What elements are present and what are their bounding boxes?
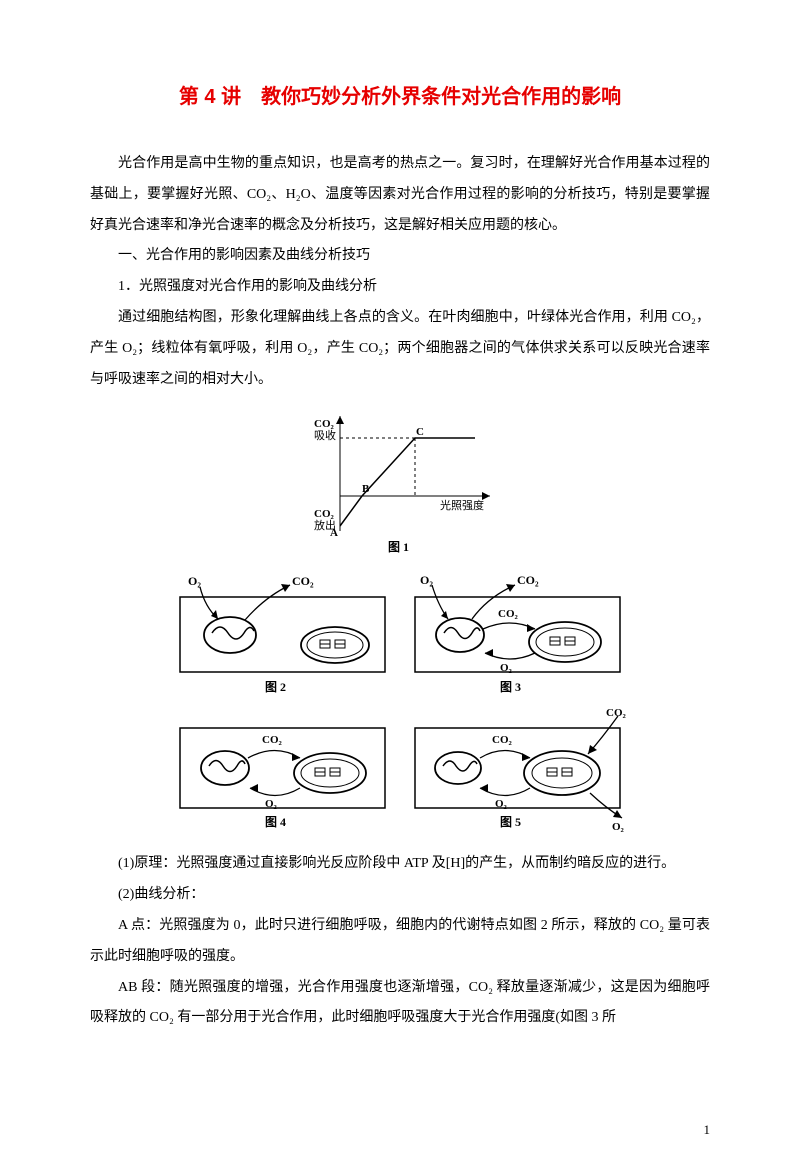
- fig4-o2: O₂: [265, 798, 278, 810]
- curve-explain-paragraph: 通过细胞结构图，形象化理解曲线上各点的含义。在叶肉细胞中，叶绿体光合作用，利用 …: [90, 303, 710, 395]
- section-1-heading: 一、光合作用的影响因素及曲线分析技巧: [90, 241, 710, 272]
- page-number: 1: [704, 1122, 711, 1138]
- fig3-co2-int: CO₂: [498, 608, 519, 620]
- figure-1: CO₂ 吸收 CO₂ 放出 光照强度 A B C 图 1: [90, 401, 710, 561]
- point-ab-paragraph: AB 段：随光照强度的增强，光合作用强度也逐渐增强，CO₂ 释放量逐渐减少，这是…: [90, 973, 710, 1035]
- fig4-co2: CO₂: [262, 734, 283, 746]
- point-1-paragraph: (1)原理：光照强度通过直接影响光反应阶段中 ATP 及[H]的产生，从而制约暗…: [90, 849, 710, 880]
- lesson-title: 第 4 讲 教你巧妙分析外界条件对光合作用的影响: [90, 80, 710, 109]
- intro-paragraph: 光合作用是高中生物的重点知识，也是高考的热点之一。复习时，在理解好光合作用基本过…: [90, 149, 710, 241]
- fig1-ylabel-bot: CO₂: [314, 508, 335, 520]
- figure-4-5-svg: CO₂ O₂ 图 4 CO₂ O₂: [170, 708, 630, 838]
- section-1-1-heading: 1．光照强度对光合作用的影响及曲线分析: [90, 272, 710, 303]
- fig1-ylabel-top2: 吸收: [314, 428, 336, 442]
- fig4-caption: 图 4: [265, 815, 286, 829]
- fig3-co2-ext: CO₂: [517, 573, 539, 587]
- fig5-co2-ext: CO₂: [606, 708, 627, 719]
- fig5-o2-int: O₂: [495, 798, 508, 810]
- point-2-heading: (2)曲线分析：: [90, 880, 710, 911]
- figure-1-svg: CO₂ 吸收 CO₂ 放出 光照强度 A B C 图 1: [290, 401, 510, 556]
- fig3-o2-ext: O₂: [420, 573, 433, 587]
- fig1-ylabel-top: CO₂: [314, 418, 335, 430]
- figure-row-1: O₂ CO₂ 图 2 O₂ CO₂ CO₂: [90, 567, 710, 702]
- fig1-point-A: A: [330, 527, 338, 539]
- fig3-o2-int: O₂: [500, 662, 513, 674]
- fig1-caption: 图 1: [388, 540, 409, 554]
- fig5-caption: 图 5: [500, 815, 521, 829]
- fig5-co2-int: CO₂: [492, 734, 513, 746]
- fig2-co2: CO₂: [292, 574, 314, 588]
- fig3-caption: 图 3: [500, 680, 521, 694]
- point-a-paragraph: A 点：光照强度为 0，此时只进行细胞呼吸，细胞内的代谢特点如图 2 所示，释放…: [90, 911, 710, 973]
- fig5-o2-ext: O₂: [612, 821, 625, 833]
- fig1-xlabel: 光照强度: [440, 498, 484, 512]
- figure-2-3-svg: O₂ CO₂ 图 2 O₂ CO₂ CO₂: [170, 567, 630, 697]
- fig1-point-C: C: [416, 426, 424, 438]
- fig2-o2: O₂: [188, 574, 201, 588]
- document-page: 第 4 讲 教你巧妙分析外界条件对光合作用的影响 光合作用是高中生物的重点知识，…: [0, 0, 800, 1150]
- figure-row-2: CO₂ O₂ 图 4 CO₂ O₂: [90, 708, 710, 843]
- fig2-caption: 图 2: [265, 680, 286, 694]
- fig1-point-B: B: [362, 483, 370, 495]
